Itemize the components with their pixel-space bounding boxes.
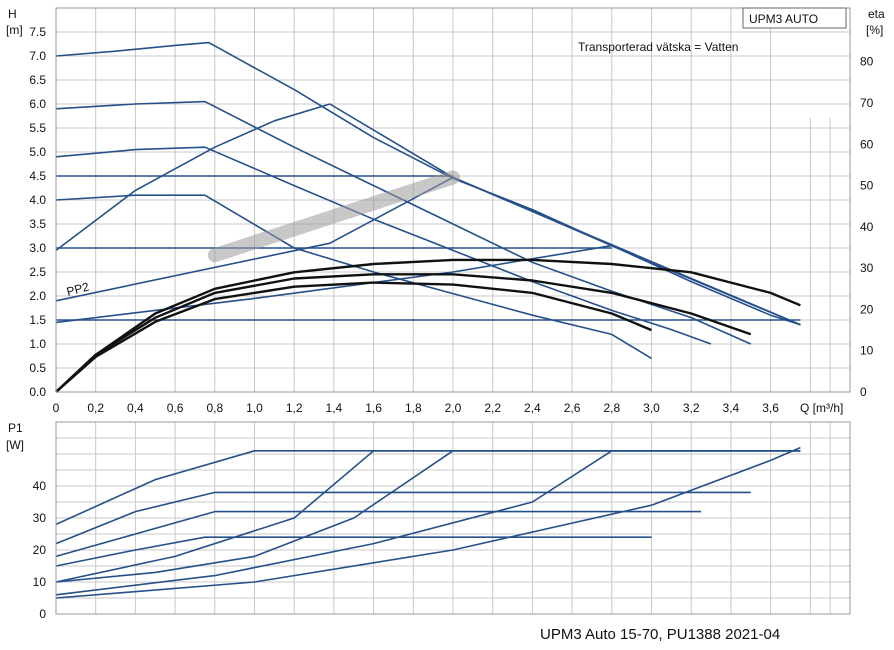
y-tick-label: 3.0	[29, 241, 46, 255]
x-tick-label: 3,0	[643, 401, 660, 415]
power-y-tick-label: 0	[39, 607, 46, 621]
x-tick-label: 2,6	[564, 401, 581, 415]
y2-tick-label: 50	[860, 179, 874, 193]
y-tick-label: 0.0	[29, 385, 46, 399]
x-tick-label: 1,8	[405, 401, 422, 415]
axis-ticks: 0 0,2 0,4 0,6 0,8 1,0 1,2 1,4 1,6 1,8 2,0 2,2 2,4 2,6…	[29, 25, 873, 621]
power-curve	[55, 450, 801, 596]
y2-tick-label: 20	[860, 302, 874, 316]
x-tick-label: 0,8	[206, 401, 223, 415]
model-badge: UPM3 AUTO	[749, 12, 818, 26]
y2-tick-label: 40	[860, 220, 874, 234]
head-chart-series	[55, 41, 801, 393]
power-y-tick-label: 30	[33, 511, 47, 525]
pp2-highlight-band	[207, 170, 460, 263]
x-tick-label: 0,6	[167, 401, 184, 415]
power-curve	[55, 446, 801, 599]
y-tick-label: 1.5	[29, 313, 46, 327]
x-tick-label: 1,4	[326, 401, 343, 415]
y-tick-label: 5.5	[29, 121, 46, 135]
y-tick-label: 7.5	[29, 25, 46, 39]
y-tick-label: 5.0	[29, 145, 46, 159]
power-y-tick-label: 20	[33, 543, 47, 557]
power-curve	[55, 510, 702, 558]
y2-tick-label: 0	[860, 385, 867, 399]
x-tick-label: 3,2	[683, 401, 700, 415]
y-tick-label: 6.5	[29, 73, 46, 87]
y-tick-label: 1.0	[29, 337, 46, 351]
head-curve	[55, 103, 801, 326]
x-axis-label: Q [m³/h]	[800, 401, 843, 415]
y-tick-label: 0.5	[29, 361, 46, 375]
head-curve	[55, 100, 752, 345]
y-tick-label: 2.5	[29, 265, 46, 279]
pp2-label: PP2	[65, 279, 91, 298]
power-curve	[55, 536, 652, 567]
y2-tick-label: 80	[860, 55, 874, 69]
y-tick-label: 4.5	[29, 169, 46, 183]
efficiency-curve	[55, 281, 652, 393]
x-tick-label: 1,6	[365, 401, 382, 415]
y-tick-label: 6.0	[29, 97, 46, 111]
power-chart-frame	[55, 421, 851, 615]
x-tick-label: 2,4	[524, 401, 541, 415]
head-curve	[55, 244, 801, 326]
model-badge-box	[742, 7, 847, 29]
efficiency-curve	[55, 273, 752, 393]
x-tick-label: 1,2	[286, 401, 303, 415]
y2-tick-label: 70	[860, 96, 874, 110]
y2-tick-label: 60	[860, 137, 874, 151]
x-tick-label: 0,4	[127, 401, 144, 415]
efficiency-curve	[55, 258, 801, 393]
y2-tick-label: 30	[860, 261, 874, 275]
y-axis-unit-m: [m]	[6, 23, 23, 37]
chart-footer: UPM3 Auto 15-70, PU1388 2021-04	[540, 626, 781, 643]
x-tick-label: 0	[53, 401, 60, 415]
fluid-annotation: Transporterad vätska = Vatten	[578, 40, 738, 54]
power-curve	[55, 450, 801, 526]
y2-axis-unit-percent: [%]	[866, 23, 883, 37]
y-tick-label: 7.0	[29, 49, 46, 63]
power-axis-unit: [W]	[6, 438, 24, 452]
y2-tick-label: 10	[860, 344, 874, 358]
y-tick-label: 4.0	[29, 193, 46, 207]
x-tick-label: 2,2	[484, 401, 501, 415]
x-tick-label: 0,2	[87, 401, 104, 415]
x-tick-label: 2,8	[603, 401, 620, 415]
y-tick-label: 3.5	[29, 217, 46, 231]
x-tick-label: 1,0	[246, 401, 263, 415]
x-tick-label: 3,4	[723, 401, 740, 415]
y-tick-label: 2.0	[29, 289, 46, 303]
power-curve	[55, 491, 751, 545]
x-tick-label: 3,6	[762, 401, 779, 415]
head-chart-frame	[55, 7, 851, 393]
y-axis-label-h: H	[8, 7, 17, 21]
head-curve	[55, 194, 652, 360]
power-y-tick-label: 40	[33, 479, 47, 493]
x-tick-label: 2,0	[445, 401, 462, 415]
power-axis-label: P1	[8, 421, 23, 435]
power-chart-series	[55, 446, 801, 599]
y2-axis-label-eta: eta	[868, 7, 885, 21]
head-curve	[55, 41, 801, 326]
power-y-tick-label: 10	[33, 575, 47, 589]
